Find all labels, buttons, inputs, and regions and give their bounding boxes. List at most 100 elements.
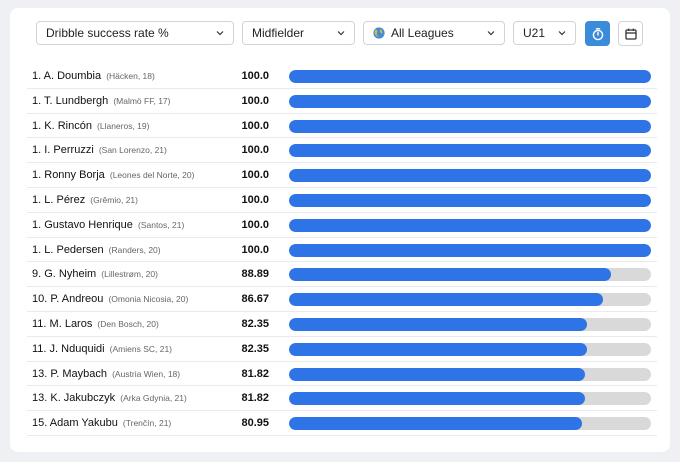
value-bar-track (289, 94, 651, 108)
player-rank: 1. (32, 144, 42, 157)
value-bar-fill (289, 169, 651, 183)
player-name[interactable]: T. Lundbergh (44, 94, 109, 107)
player-club: (Llaneros, 19) (97, 120, 150, 131)
player-name-cell: 1. T. Lundbergh (Malmö FF, 17) (32, 95, 170, 107)
value-bar-track (289, 193, 651, 207)
age-select[interactable]: U21 (513, 21, 576, 45)
player-name[interactable]: L. Pérez (44, 193, 86, 206)
value-bar-fill (289, 243, 651, 257)
value-bar-fill (289, 317, 588, 331)
player-name[interactable]: J. Nduquidi (49, 342, 105, 355)
player-name-cell: 9. G. Nyheim (Lillestrøm, 20) (32, 268, 158, 280)
player-club: (Amiens SC, 21) (109, 343, 173, 354)
player-club: (Leones del Norte, 20) (109, 170, 195, 181)
player-name[interactable]: Gustavo Henrique (44, 218, 133, 231)
player-club: (Grêmio, 21) (90, 194, 138, 205)
value-bar-track (289, 144, 651, 158)
player-value: 81.82 (241, 367, 269, 380)
player-club: (Omonia Nicosia, 20) (108, 294, 189, 305)
value-bar-fill (289, 94, 651, 108)
player-name-cell: 1. L. Pedersen (Randers, 20) (32, 244, 161, 256)
player-club: (Häcken, 18) (106, 71, 155, 81)
player-value: 80.95 (241, 417, 269, 430)
player-value: 100.0 (241, 119, 269, 132)
player-row[interactable]: 1. T. Lundbergh (Malmö FF, 17) 100.0 (27, 89, 657, 114)
player-name-cell: 11. J. Nduquidi (Amiens SC, 21) (32, 343, 172, 355)
metric-select[interactable]: Dribble success rate % (36, 21, 234, 45)
player-club: (Arka Gdynia, 21) (120, 393, 187, 404)
player-row[interactable]: 15. Adam Yakubu (Trenčín, 21) 80.95 (27, 411, 657, 436)
player-row[interactable]: 1. K. Rincón (Llaneros, 19) 100.0 (27, 114, 657, 139)
chevron-down-icon (337, 31, 345, 36)
player-name[interactable]: G. Nyheim (44, 268, 97, 281)
value-bar-track (289, 342, 651, 356)
player-name[interactable]: P. Andreou (50, 293, 104, 306)
timer-button[interactable] (585, 21, 610, 46)
player-value: 100.0 (241, 169, 269, 182)
calendar-button[interactable] (618, 21, 643, 46)
player-value: 100.0 (241, 94, 269, 107)
player-name[interactable]: K. Jakubczyk (50, 392, 116, 405)
player-name[interactable]: L. Pedersen (44, 243, 104, 256)
player-club: (Lillestrøm, 20) (101, 269, 158, 280)
value-bar-track (289, 367, 651, 381)
player-rank: 10. (32, 293, 48, 306)
player-row[interactable]: 1. L. Pedersen (Randers, 20) 100.0 (27, 238, 657, 263)
player-rank: 9. (32, 268, 42, 281)
player-value: 82.35 (241, 342, 269, 355)
calendar-icon (624, 28, 637, 40)
player-rank: 11. (32, 317, 47, 330)
position-select-value: Midfielder (252, 26, 305, 40)
player-row[interactable]: 1. A. Doumbia (Häcken, 18) 100.0 (27, 64, 657, 89)
value-bar-track (289, 317, 651, 331)
player-row[interactable]: 1. Gustavo Henrique (Santos, 21) 100.0 (27, 213, 657, 238)
value-bar-fill (289, 342, 588, 356)
player-club: (Santos, 21) (137, 219, 185, 230)
player-name[interactable]: P. Maybach (50, 367, 108, 380)
value-bar-fill (289, 268, 611, 282)
player-row[interactable]: 11. J. Nduquidi (Amiens SC, 21) 82.35 (27, 337, 657, 362)
player-rank: 1. (32, 70, 42, 82)
player-row[interactable]: 13. K. Jakubczyk (Arka Gdynia, 21) 81.82 (27, 386, 657, 412)
player-rank: 1. (32, 193, 42, 206)
player-row[interactable]: 1. I. Perruzzi (San Lorenzo, 21) 100.0 (27, 138, 657, 164)
player-name-cell: 15. Adam Yakubu (Trenčín, 21) (32, 417, 171, 429)
position-select[interactable]: Midfielder (242, 21, 355, 45)
player-ranking-list: 1. A. Doumbia (Häcken, 18) 100.0 1. T. Lun… (27, 64, 657, 436)
player-row[interactable]: 1. L. Pérez (Grêmio, 21) 100.0 (27, 188, 657, 213)
player-rank: 13. (32, 392, 48, 405)
player-row[interactable]: 11. M. Laros (Den Bosch, 20) 82.35 (27, 312, 657, 337)
player-rank: 13. (32, 367, 48, 380)
player-club: (Trenčín, 21) (122, 418, 172, 429)
player-value: 100.0 (241, 70, 269, 82)
player-name[interactable]: Adam Yakubu (49, 417, 118, 430)
player-rank: 1. (32, 218, 42, 231)
player-name[interactable]: Ronny Borja (44, 169, 105, 182)
player-row[interactable]: 1. Ronny Borja (Leones del Norte, 20) 100… (27, 163, 657, 188)
player-rank: 1. (32, 169, 42, 182)
player-name-cell: 13. P. Maybach (Austria Wien, 18) (32, 368, 180, 380)
timer-icon (592, 27, 603, 40)
league-select[interactable]: All Leagues (363, 21, 505, 45)
value-bar-fill (289, 144, 651, 158)
player-name[interactable]: I. Perruzzi (44, 144, 94, 157)
player-row[interactable]: 10. P. Andreou (Omonia Nicosia, 20) 86.67 (27, 287, 657, 312)
value-bar-track (289, 293, 651, 307)
value-bar-fill (289, 119, 651, 133)
player-value: 81.82 (241, 392, 269, 405)
player-row[interactable]: 13. P. Maybach (Austria Wien, 18) 81.82 (27, 362, 657, 387)
value-bar-track (289, 243, 651, 257)
value-bar-fill (289, 193, 651, 207)
value-bar-fill (289, 218, 651, 232)
player-name[interactable]: K. Rincón (44, 119, 92, 132)
value-bar-fill (289, 70, 651, 83)
value-bar-track (289, 218, 651, 232)
player-name[interactable]: M. Laros (49, 317, 93, 330)
player-rank: 1. (32, 94, 42, 107)
player-value: 100.0 (241, 218, 269, 231)
value-bar-fill (289, 417, 583, 431)
chevron-down-icon (558, 31, 566, 36)
player-row[interactable]: 9. G. Nyheim (Lillestrøm, 20) 88.89 (27, 262, 657, 288)
player-name[interactable]: A. Doumbia (43, 70, 102, 82)
player-name-cell: 1. Gustavo Henrique (Santos, 21) (32, 219, 184, 231)
